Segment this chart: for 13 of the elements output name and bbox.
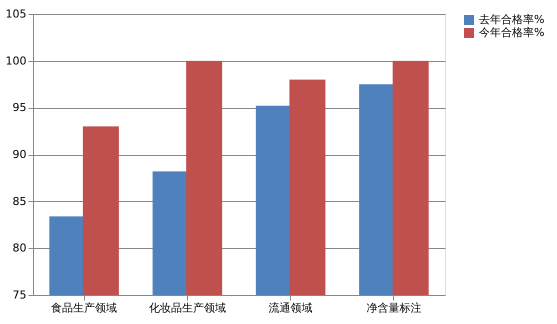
y-tick-label: 105: [6, 8, 26, 20]
legend-label: 去年合格率%: [479, 13, 544, 26]
y-tick-label: 95: [12, 101, 26, 114]
x-tick-label: 食品生产领域: [51, 302, 118, 314]
x-tick-label: 流通领域: [268, 302, 313, 314]
y-tick-label: 90: [12, 148, 26, 161]
y-tick-label: 100: [6, 54, 26, 68]
y-tick-label: 80: [12, 242, 26, 255]
y-tick-label: 75: [12, 288, 26, 302]
x-tick-label: 净含量标注: [366, 302, 422, 314]
x-tick-label: 化妆品生产领域: [148, 302, 226, 314]
y-tick-label: 85: [12, 194, 26, 208]
legend-label: 今年合格率%: [479, 26, 544, 39]
